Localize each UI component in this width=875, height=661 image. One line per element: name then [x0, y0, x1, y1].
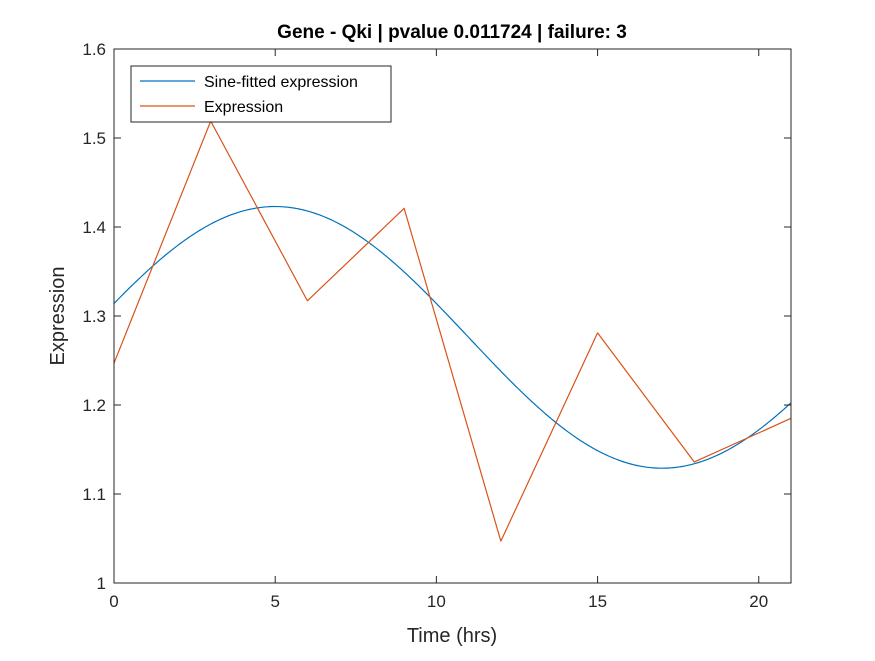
y-tick-label: 1.1 — [82, 485, 106, 504]
expression-line — [113, 120, 792, 542]
sine-fitted-expression-line — [113, 205, 792, 469]
y-tick-label: 1 — [97, 574, 106, 593]
legend-label-sine-fitted: Sine-fitted expression — [204, 74, 358, 91]
y-axis-label: Expression — [47, 267, 69, 366]
y-tick-label: 1.6 — [82, 40, 106, 59]
x-tick-label: 0 — [109, 592, 118, 611]
x-tick-label: 15 — [588, 592, 607, 611]
plot-area — [114, 49, 791, 583]
legend-label-expression: Expression — [204, 99, 283, 116]
y-tick-label: 1.5 — [82, 129, 106, 148]
x-tick-label: 10 — [427, 592, 446, 611]
chart-title: Gene - Qki | pvalue 0.011724 | failure: … — [277, 22, 627, 43]
ticks-layer: 0 5 10 15 20 1 1.1 1.2 1.3 1.4 1.5 1.6 — [82, 40, 791, 611]
y-tick-label: 1.4 — [82, 218, 106, 237]
y-tick-label: 1.2 — [82, 396, 106, 415]
x-tick-label: 20 — [749, 592, 768, 611]
legend: Sine-fitted expression Expression — [130, 65, 392, 123]
y-tick-label: 1.3 — [82, 307, 106, 326]
series-layer — [113, 120, 792, 542]
legend-box — [130, 65, 392, 123]
x-axis-label: Time (hrs) — [407, 625, 497, 647]
x-tick-label: 5 — [270, 592, 279, 611]
